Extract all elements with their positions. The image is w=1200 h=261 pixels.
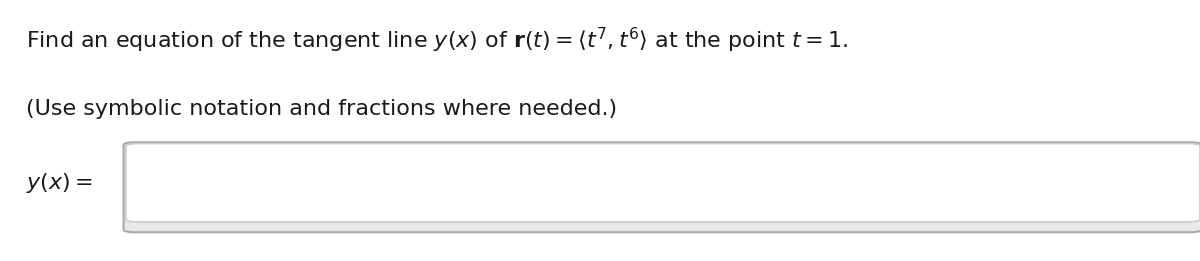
- FancyBboxPatch shape: [124, 142, 1200, 232]
- FancyBboxPatch shape: [126, 144, 1200, 222]
- Text: (Use symbolic notation and fractions where needed.): (Use symbolic notation and fractions whe…: [26, 99, 618, 119]
- Text: $y(x) =$: $y(x) =$: [26, 171, 94, 195]
- Text: Find an equation of the tangent line $y(x)$ of $\mathbf{r}(t) = \langle t^7, t^6: Find an equation of the tangent line $y(…: [26, 26, 848, 55]
